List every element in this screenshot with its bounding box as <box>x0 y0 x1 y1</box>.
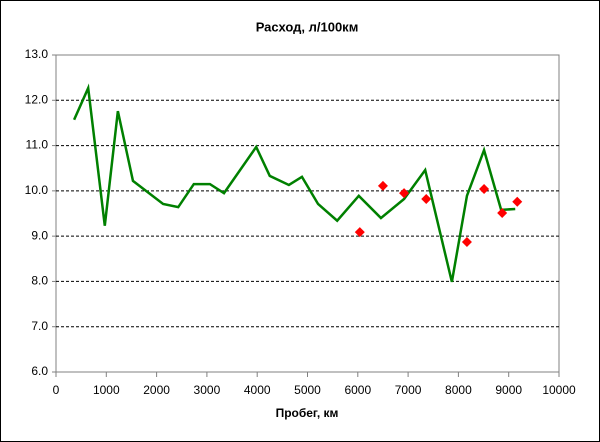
data-point <box>461 237 472 248</box>
data-line <box>72 83 516 283</box>
x-tick-label: 6000 <box>344 383 371 397</box>
x-tick-label: 4000 <box>244 383 271 397</box>
y-tick-label: 13.0 <box>25 47 49 61</box>
chart-title: Расход, л/100км <box>256 19 359 34</box>
x-tick-label: 0 <box>53 383 60 397</box>
x-axis-label: Пробег, км <box>276 406 339 420</box>
plot-area <box>55 54 560 373</box>
x-tick-label: 1000 <box>93 383 120 397</box>
y-tick-label: 7.0 <box>31 319 48 333</box>
data-point <box>399 188 410 199</box>
y-tick-label: 12.0 <box>25 92 49 106</box>
data-point <box>354 227 365 238</box>
data-point <box>479 184 490 195</box>
x-tick-label: 8000 <box>445 383 472 397</box>
data-point <box>421 194 432 205</box>
y-tick-label: 10.0 <box>25 183 49 197</box>
y-tick-label: 11.0 <box>26 138 49 152</box>
data-point <box>497 208 508 219</box>
x-tick-label: 2000 <box>143 383 170 397</box>
y-tick-label: 9.0 <box>31 228 48 242</box>
x-tick-label: 5000 <box>294 383 321 397</box>
y-tick-label: 8.0 <box>31 274 48 288</box>
y-tick-label: 6.0 <box>31 364 48 378</box>
data-point <box>512 196 523 207</box>
data-point <box>377 180 388 191</box>
x-tick-label: 10000 <box>542 383 576 397</box>
x-tick-label: 7000 <box>395 383 422 397</box>
x-tick-label: 3000 <box>194 383 221 397</box>
x-tick-label: 9000 <box>495 383 522 397</box>
